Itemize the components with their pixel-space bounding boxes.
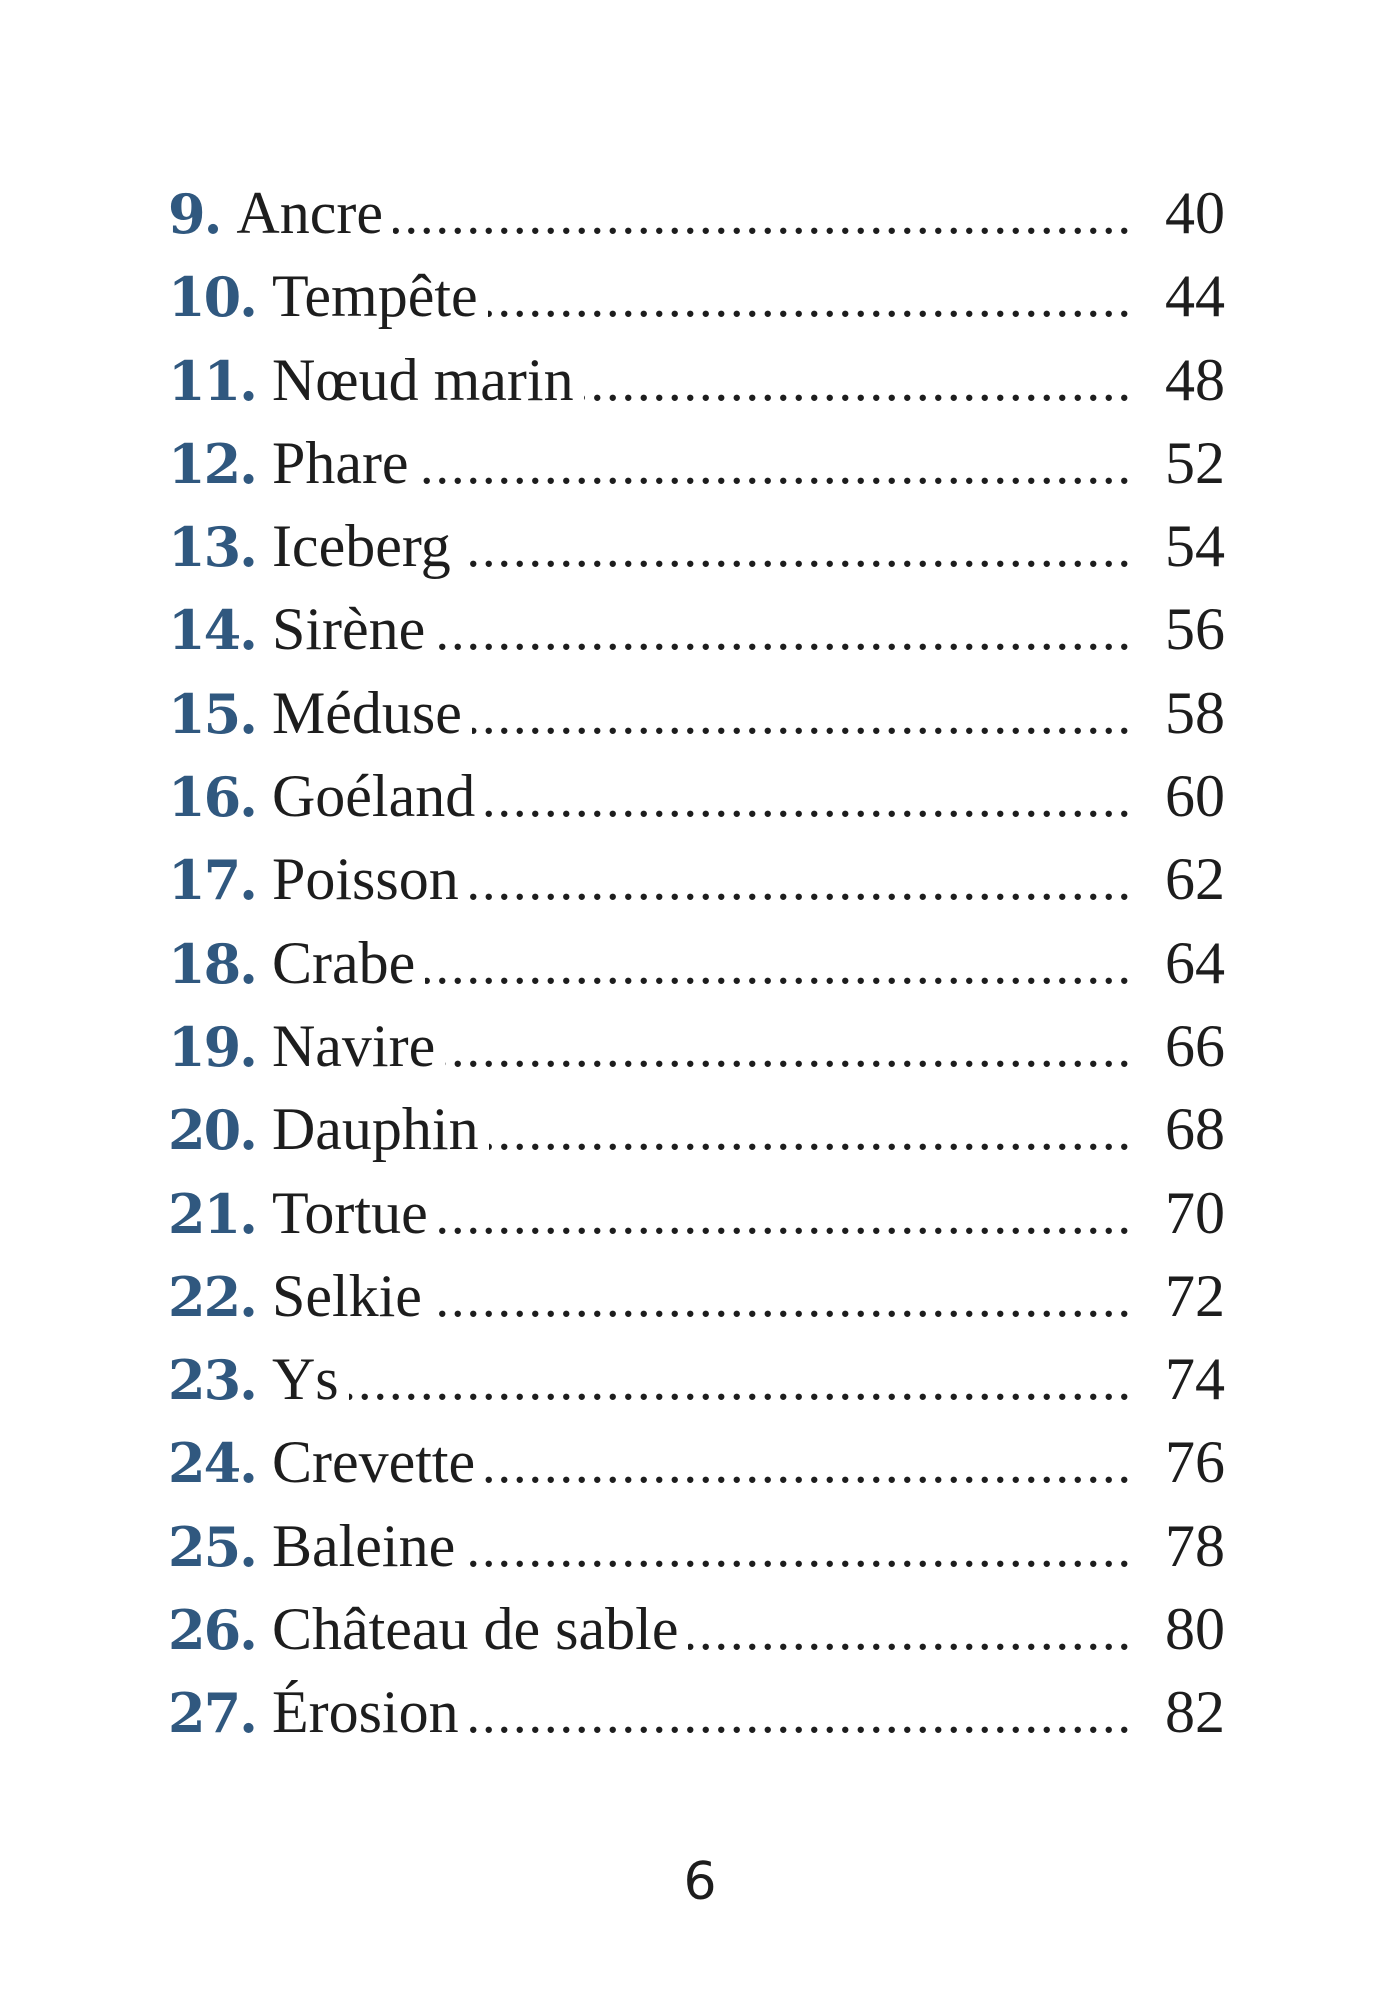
entry-page-number: 60 bbox=[1165, 763, 1225, 830]
toc-entry: 19. Navire .............................… bbox=[168, 1005, 1225, 1088]
dot-leader: ........................................… bbox=[468, 1684, 1133, 1745]
entry-title: Ancre bbox=[236, 180, 383, 246]
entry-title: Goéland bbox=[271, 763, 476, 830]
entry-page-number: 52 bbox=[1165, 429, 1225, 496]
entry-number: 25. bbox=[168, 1514, 258, 1579]
dot-leader: ........................................… bbox=[485, 768, 1133, 829]
entry-title: Selkie bbox=[271, 1262, 422, 1329]
entry-title: Nœud marin bbox=[271, 346, 574, 413]
toc-entry: 9. Ancre ...............................… bbox=[168, 172, 1225, 255]
toc-list: 9. Ancre ...............................… bbox=[168, 172, 1225, 1755]
dot-leader: ........................................… bbox=[460, 518, 1133, 579]
page-number-footer: 6 bbox=[683, 1852, 717, 1912]
dot-leader: ........................................… bbox=[485, 1434, 1133, 1495]
toc-entry: 17. Poisson ............................… bbox=[168, 838, 1225, 921]
entry-page-number: 56 bbox=[1165, 596, 1225, 663]
entry-title: Tempête bbox=[271, 263, 478, 330]
toc-entry: 12. Phare ..............................… bbox=[168, 422, 1225, 505]
dot-leader: ........................................… bbox=[584, 351, 1133, 412]
entry-title: Érosion bbox=[271, 1679, 459, 1746]
entry-page-number: 70 bbox=[1165, 1179, 1225, 1246]
dot-leader: ........................................… bbox=[435, 601, 1133, 662]
entry-number: 26. bbox=[168, 1598, 258, 1663]
entry-number: 10. bbox=[168, 265, 258, 330]
dot-leader: ........................................… bbox=[465, 1517, 1133, 1578]
toc-entry: 27. Érosion ............................… bbox=[168, 1671, 1225, 1754]
toc-entry: 18. Crabe ..............................… bbox=[168, 922, 1225, 1005]
toc-entry: 21. Tortue .............................… bbox=[168, 1172, 1225, 1255]
entry-number: 21. bbox=[168, 1181, 258, 1246]
entry-number: 11. bbox=[168, 348, 258, 413]
entry-number: 23. bbox=[168, 1348, 258, 1413]
dot-leader: ........................................… bbox=[688, 1601, 1133, 1662]
entry-number: 13. bbox=[168, 515, 258, 580]
entry-number: 16. bbox=[168, 765, 258, 830]
dot-leader: ........................................… bbox=[487, 268, 1133, 329]
entry-page-number: 40 bbox=[1165, 180, 1225, 246]
entry-title: Dauphin bbox=[271, 1096, 479, 1163]
toc-entry: 13. Iceberg ............................… bbox=[168, 505, 1225, 588]
entry-number: 20. bbox=[168, 1098, 258, 1163]
dot-leader: ........................................… bbox=[488, 1101, 1133, 1162]
toc-entry: 15. Méduse .............................… bbox=[168, 672, 1225, 755]
entry-page-number: 64 bbox=[1165, 929, 1225, 996]
entry-number: 9. bbox=[168, 182, 222, 246]
dot-leader: ........................................… bbox=[432, 1267, 1133, 1328]
entry-title: Crevette bbox=[271, 1429, 476, 1496]
entry-number: 18. bbox=[168, 931, 258, 996]
toc-entry: 26. Château de sable ...................… bbox=[168, 1588, 1225, 1671]
dot-leader: ........................................… bbox=[393, 185, 1133, 245]
entry-title: Crabe bbox=[271, 929, 416, 996]
entry-title: Phare bbox=[271, 429, 409, 496]
entry-title: Baleine bbox=[271, 1512, 456, 1579]
dot-leader: ........................................… bbox=[471, 684, 1133, 745]
entry-number: 12. bbox=[168, 431, 258, 496]
entry-page-number: 48 bbox=[1165, 346, 1225, 413]
dot-leader: ........................................… bbox=[437, 1184, 1133, 1245]
dot-leader: ........................................… bbox=[349, 1351, 1133, 1412]
entry-title: Tortue bbox=[271, 1179, 428, 1246]
entry-page-number: 58 bbox=[1165, 679, 1225, 746]
entry-title: Iceberg bbox=[271, 513, 451, 580]
toc-entry: 22. Selkie .............................… bbox=[168, 1255, 1225, 1338]
entry-page-number: 66 bbox=[1165, 1012, 1225, 1079]
entry-number: 19. bbox=[168, 1014, 258, 1079]
toc-entry: 16. Goéland ............................… bbox=[168, 755, 1225, 838]
toc-entry: 11. Nœud marin .........................… bbox=[168, 339, 1225, 422]
entry-number: 15. bbox=[168, 681, 258, 746]
toc-entry: 14. Sirène .............................… bbox=[168, 588, 1225, 671]
dot-leader: ........................................… bbox=[425, 934, 1133, 995]
entry-page-number: 62 bbox=[1165, 846, 1225, 913]
entry-number: 24. bbox=[168, 1431, 258, 1496]
entry-page-number: 68 bbox=[1165, 1096, 1225, 1163]
entry-title: Ys bbox=[271, 1346, 339, 1413]
dot-leader: ........................................… bbox=[468, 851, 1133, 912]
entry-page-number: 74 bbox=[1165, 1346, 1225, 1413]
entry-page-number: 76 bbox=[1165, 1429, 1225, 1496]
toc-entry: 24. Crevette ...........................… bbox=[168, 1421, 1225, 1504]
entry-number: 14. bbox=[168, 598, 258, 663]
entry-page-number: 82 bbox=[1165, 1679, 1225, 1746]
entry-page-number: 80 bbox=[1165, 1596, 1225, 1663]
entry-number: 17. bbox=[168, 848, 258, 913]
entry-page-number: 78 bbox=[1165, 1512, 1225, 1579]
entry-page-number: 72 bbox=[1165, 1262, 1225, 1329]
entry-title: Château de sable bbox=[271, 1596, 679, 1663]
entry-page-number: 54 bbox=[1165, 513, 1225, 580]
toc-entry: 20. Dauphin ............................… bbox=[168, 1088, 1225, 1171]
entry-title: Navire bbox=[271, 1012, 436, 1079]
toc-entry: 25. Baleine ............................… bbox=[168, 1505, 1225, 1588]
toc-entry: 10. Tempête ............................… bbox=[168, 255, 1225, 338]
entry-title: Méduse bbox=[271, 679, 462, 746]
entry-number: 27. bbox=[168, 1681, 258, 1746]
dot-leader: ........................................… bbox=[419, 434, 1133, 495]
entry-title: Sirène bbox=[271, 596, 426, 663]
toc-entry: 23. Ys .................................… bbox=[168, 1338, 1225, 1421]
entry-number: 22. bbox=[168, 1264, 258, 1329]
entry-page-number: 44 bbox=[1165, 263, 1225, 330]
dot-leader: ........................................… bbox=[445, 1017, 1133, 1078]
entry-title: Poisson bbox=[271, 846, 459, 913]
